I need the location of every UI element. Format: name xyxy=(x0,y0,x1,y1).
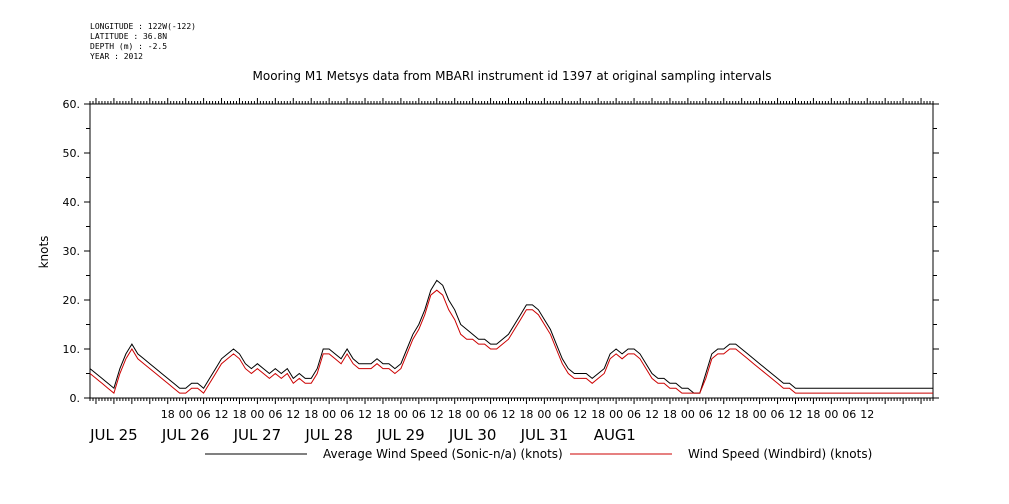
x-tick-label: 06 xyxy=(484,408,498,421)
x-tick-label: 06 xyxy=(197,408,211,421)
series-line-2 xyxy=(89,289,933,394)
x-tick-label: 18 xyxy=(663,408,677,421)
x-tick-label: 12 xyxy=(645,408,659,421)
x-date-label: JUL 29 xyxy=(376,426,425,444)
x-tick-label: 12 xyxy=(860,408,874,421)
series-layer xyxy=(89,279,933,394)
x-tick-label: 18 xyxy=(519,408,533,421)
x-tick-label: 12 xyxy=(215,408,229,421)
x-tick-label: 12 xyxy=(573,408,587,421)
chart-title: Mooring M1 Metsys data from MBARI instru… xyxy=(253,69,772,83)
x-tick-label: 00 xyxy=(322,408,336,421)
y-tick-label: 60. xyxy=(63,98,81,111)
x-tick-label: 00 xyxy=(681,408,695,421)
x-date-label: JUL 25 xyxy=(89,426,138,444)
x-tick-label: 12 xyxy=(502,408,516,421)
x-tick-label: 00 xyxy=(179,408,193,421)
x-tick-label: 18 xyxy=(161,408,175,421)
x-tick-label: 12 xyxy=(430,408,444,421)
y-axis-ticks: 0. 10. 20. 30. 40. 50. 60. xyxy=(63,98,939,405)
y-axis-label: knots xyxy=(37,236,51,269)
x-date-label: JUL 26 xyxy=(161,426,210,444)
x-tick-label: 06 xyxy=(268,408,282,421)
x-tick-label: 00 xyxy=(609,408,623,421)
year-label: YEAR : 2012 xyxy=(90,52,143,61)
depth-label: DEPTH (m) : -2.5 xyxy=(90,42,168,51)
y-tick-label: 0. xyxy=(70,392,81,405)
x-date-label: AUG xyxy=(594,426,627,444)
x-tick-label: 00 xyxy=(753,408,767,421)
x-date-label: JUL 28 xyxy=(304,426,353,444)
x-tick-label: 00 xyxy=(466,408,480,421)
x-tick-label: 00 xyxy=(824,408,838,421)
x-tick-label: 18 xyxy=(304,408,318,421)
legend: Average Wind Speed (Sonic-n/a) (knots) W… xyxy=(205,447,872,461)
x-tick-label: 06 xyxy=(412,408,426,421)
x-tick-label: 06 xyxy=(771,408,785,421)
x-tick-label: 00 xyxy=(537,408,551,421)
x-tick-label: 18 xyxy=(232,408,246,421)
x-tick-label: 06 xyxy=(555,408,569,421)
x-tick-label: 18 xyxy=(806,408,820,421)
y-tick-label: 50. xyxy=(63,147,81,160)
x-tick-label: 12 xyxy=(286,408,300,421)
series-line-1 xyxy=(89,279,933,394)
y-tick-label: 30. xyxy=(63,245,81,258)
x-tick-label: 18 xyxy=(735,408,749,421)
x-tick-label: 00 xyxy=(394,408,408,421)
x-tick-label: 12 xyxy=(788,408,802,421)
x-tick-label: 18 xyxy=(448,408,462,421)
metadata-block: LONGITUDE : 122W(-122) LATITUDE : 36.8N … xyxy=(90,22,196,62)
x-tick-label: 18 xyxy=(591,408,605,421)
x-tick-label: 06 xyxy=(627,408,641,421)
x-date-label: JUL 31 xyxy=(520,426,569,444)
y-tick-label: 10. xyxy=(63,343,81,356)
latitude-label: LATITUDE : 36.8N xyxy=(90,32,168,41)
y-tick-label: 20. xyxy=(63,294,81,307)
x-tick-label: 00 xyxy=(250,408,264,421)
x-axis-ticks: 18 00 06 12 18 00 06 12 18 00 06 12 18 00 06 12 18 00 06 12… xyxy=(89,98,934,444)
x-tick-label: 06 xyxy=(842,408,856,421)
plot-frame xyxy=(89,103,934,399)
x-date-label: 1 xyxy=(626,426,636,444)
x-tick-label: 12 xyxy=(717,408,731,421)
x-date-label: JUL 27 xyxy=(233,426,282,444)
longitude-label: LONGITUDE : 122W(-122) xyxy=(90,22,196,31)
legend-label-average: Average Wind Speed (Sonic-n/a) (knots) xyxy=(323,447,563,461)
x-tick-label: 06 xyxy=(699,408,713,421)
x-tick-label: 06 xyxy=(340,408,354,421)
x-date-label: JUL 30 xyxy=(448,426,497,444)
y-tick-label: 40. xyxy=(63,196,81,209)
legend-label-windbird: Wind Speed (Windbird) (knots) xyxy=(688,447,872,461)
x-tick-label: 18 xyxy=(376,408,390,421)
x-tick-label: 12 xyxy=(358,408,372,421)
